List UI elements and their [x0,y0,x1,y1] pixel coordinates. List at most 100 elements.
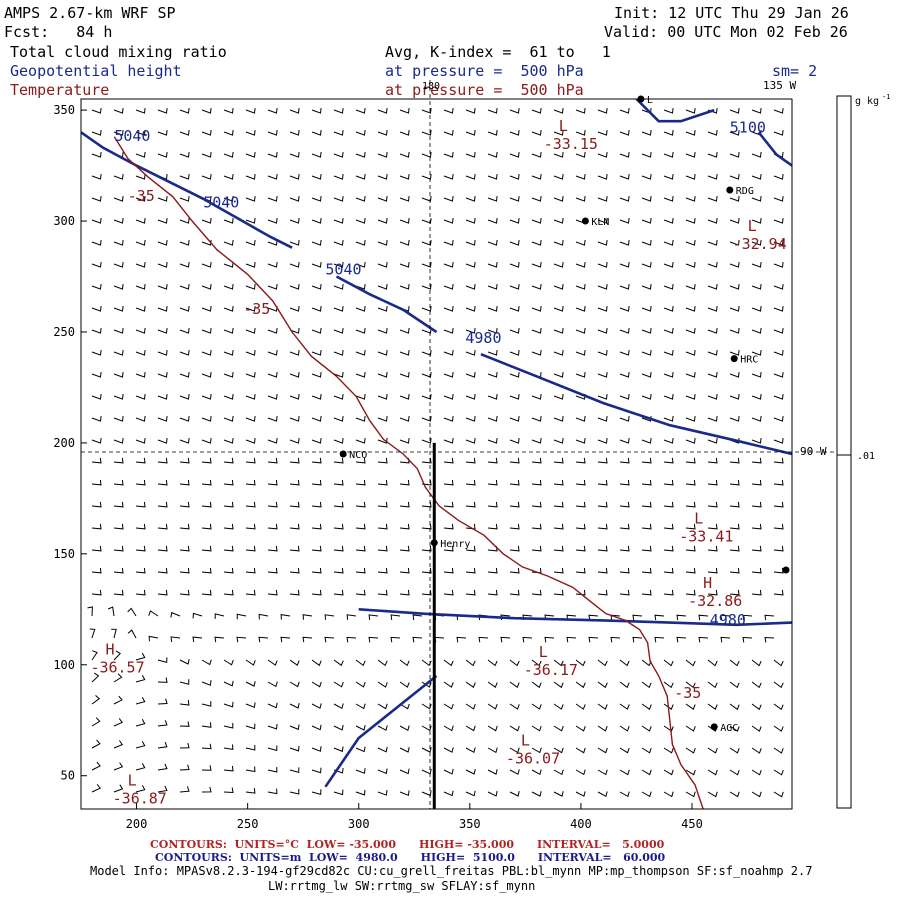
wind-barb [311,545,322,552]
wind-barb [223,284,234,290]
wind-barb [355,130,366,136]
wind-barb [553,284,564,290]
wind-barb [487,394,498,400]
wind-barb [531,306,542,312]
wind-barb [663,438,674,444]
wind-barb [245,108,256,114]
wind-barb [355,174,366,180]
temperature-contour-label: -35 [674,684,701,702]
wind-barb [509,457,520,464]
wind-barb [443,768,454,775]
wind-barb [113,196,124,202]
wind-barb [179,130,190,136]
wind-barb [157,130,168,136]
wind-barb [91,284,102,290]
wind-barb [333,328,344,334]
wind-barb [421,174,432,180]
wind-barb [773,284,784,290]
wind-barb [399,681,410,688]
wind-barb [619,196,630,202]
height-contour-5040 [335,275,438,334]
wind-barb [421,589,432,596]
wind-barb [443,130,454,136]
wind-barb [588,614,599,621]
wind-barb [333,196,344,202]
wind-barb [245,130,256,136]
wind-barb [170,611,181,618]
wind-barb [289,567,300,574]
wind-barb [280,636,291,643]
wind-barb [773,196,784,202]
wind-barb [531,152,542,158]
wind-barb [223,765,234,772]
wind-barb [201,743,212,750]
wind-barb [531,501,542,508]
wind-barb [135,284,146,290]
wind-barb [575,479,586,486]
wind-barb [245,501,256,508]
wind-barb [157,416,168,422]
wind-barb [135,372,146,378]
x-tick-label: 450 [681,817,703,831]
wind-barb [553,703,564,710]
wind-barb [465,152,476,158]
wind-barb [223,328,234,334]
wind-barb [267,523,278,530]
wind-barb [729,218,740,224]
wind-barb [289,174,300,180]
wind-barb [751,196,762,202]
wind-barb [619,416,630,422]
wind-barb [751,479,762,486]
wind-barb [751,394,762,400]
wind-barb [289,328,300,334]
wind-barb [311,394,322,400]
wind-barb [729,589,740,596]
wind-barb [214,613,225,619]
wind-barb [311,262,322,268]
wind-barb [421,659,432,667]
wind-barb [223,438,234,444]
wind-barb [773,306,784,312]
wind-barb [773,769,784,776]
wind-barb [377,350,388,356]
wind-barb [135,545,146,552]
wind-barb [245,262,256,268]
wind-barb [597,218,608,224]
wind-barb [751,501,762,508]
wind-barb [465,725,476,732]
height-contour-5100 [635,99,715,123]
wind-barb [223,152,234,158]
wind-barb [223,744,234,750]
wind-barb [729,703,740,711]
wind-barb [773,523,784,530]
wind-barb [377,479,388,486]
wind-barb [465,196,476,202]
wind-barb [575,457,586,464]
wind-barb [179,764,190,771]
wind-barb [509,567,520,574]
wind-barb [267,394,278,400]
height-contour-label: 5040 [114,127,150,145]
wind-barb [487,438,498,444]
extremum-value: -32.94 [733,235,787,253]
wind-barb [487,589,498,596]
wind-barb [619,567,630,574]
wind-barb [443,196,454,202]
wind-barb [245,788,256,794]
wind-barb [201,152,212,158]
wind-barb [619,681,630,689]
wind-barb [289,306,300,312]
wind-barb [91,350,102,356]
wind-barb [223,394,234,400]
wind-barb [509,306,520,312]
wind-barb [333,240,344,246]
wind-barb [553,218,564,224]
wind-barb [773,394,784,400]
wind-barb [179,152,190,158]
wind-barb [509,108,520,114]
wind-barb [399,350,410,356]
wind-barb [465,240,476,246]
wind-barb [531,725,542,732]
wind-barb [465,372,476,378]
